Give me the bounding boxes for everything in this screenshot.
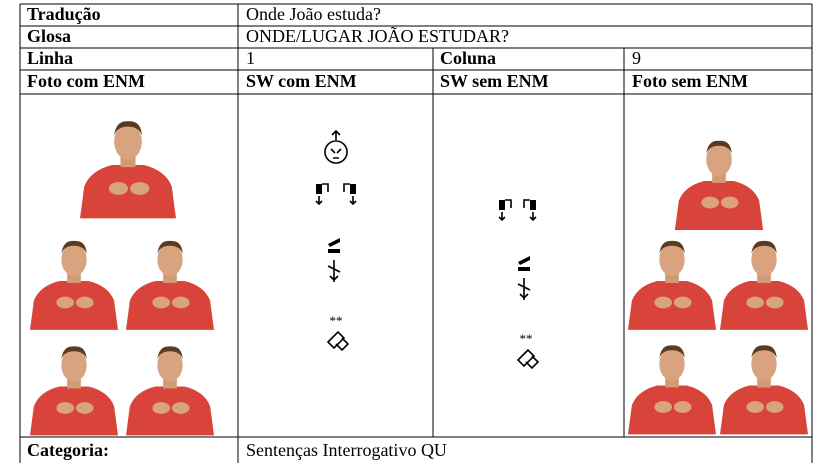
column-header: SW sem ENM — [440, 71, 549, 91]
row-value: Sentenças Interrogativo QU — [246, 440, 447, 460]
row-label: Linha — [27, 48, 73, 68]
svg-text:**: ** — [330, 313, 343, 328]
svg-text:**: ** — [520, 331, 533, 346]
photo-without-enm — [628, 140, 808, 435]
row-label: Categoria: — [27, 440, 109, 460]
signwriting-without-enm: ** — [498, 199, 540, 370]
row-label: Coluna — [440, 48, 496, 68]
row-label: Glosa — [27, 26, 71, 46]
row-value: 1 — [246, 48, 255, 68]
row-value: 9 — [632, 48, 641, 68]
row-label: Tradução — [27, 4, 101, 24]
signwriting-with-enm: ** — [315, 129, 357, 352]
column-header: SW com ENM — [246, 71, 357, 91]
row-value: Onde João estuda? — [246, 4, 381, 24]
column-header: Foto sem ENM — [632, 71, 748, 91]
photo-with-enm — [30, 121, 214, 436]
row-value: ONDE/LUGAR JOÃO ESTUDAR? — [246, 25, 509, 46]
column-header: Foto com ENM — [27, 71, 145, 91]
